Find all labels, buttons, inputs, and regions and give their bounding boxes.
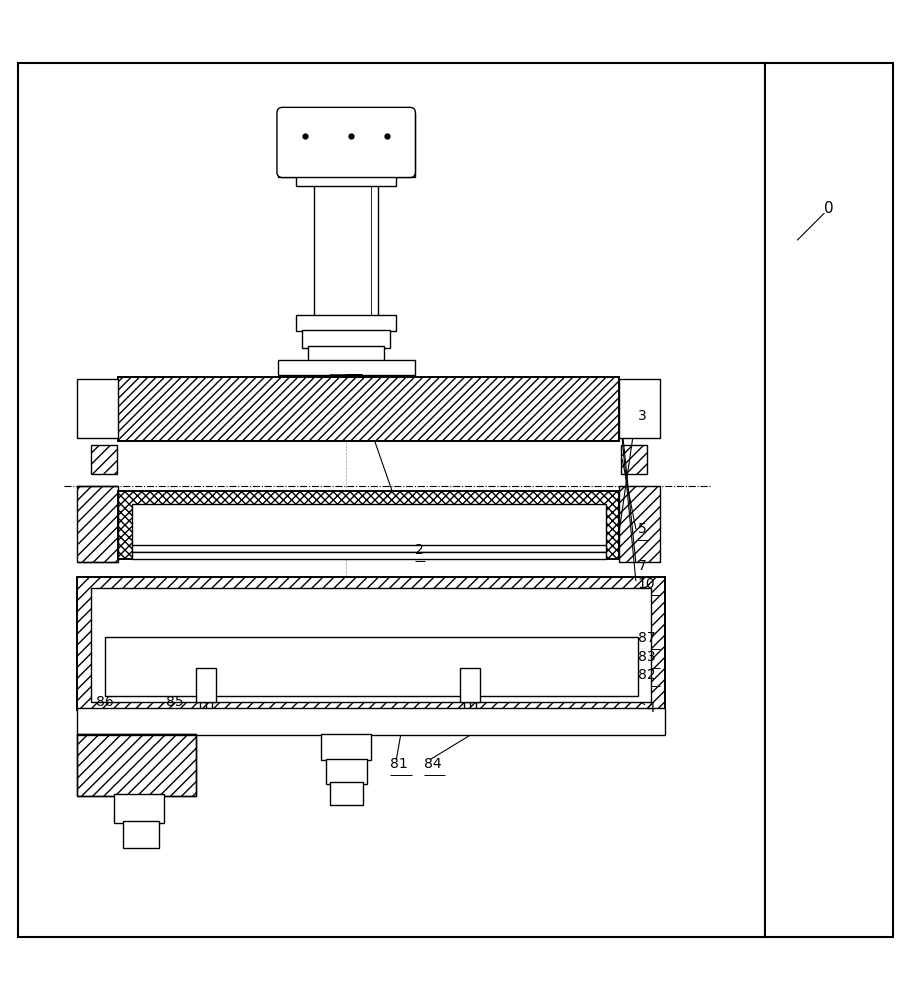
Text: 4: 4 <box>647 701 656 715</box>
Bar <box>460 668 480 702</box>
Bar <box>296 172 396 186</box>
Bar <box>330 782 363 805</box>
Bar <box>132 552 606 559</box>
Bar <box>77 577 665 710</box>
Bar <box>118 377 619 441</box>
Bar <box>91 588 651 702</box>
FancyBboxPatch shape <box>277 107 415 178</box>
Text: 0: 0 <box>824 201 834 216</box>
Bar <box>302 330 390 348</box>
Bar <box>765 63 893 937</box>
Text: 86: 86 <box>96 695 113 709</box>
Bar <box>77 734 196 796</box>
Bar <box>326 759 367 784</box>
Bar <box>132 504 606 547</box>
Bar <box>91 445 117 474</box>
Bar <box>278 113 415 177</box>
Text: 5: 5 <box>638 522 647 536</box>
Bar <box>308 346 384 362</box>
Bar <box>77 379 118 438</box>
Text: 85: 85 <box>166 695 183 709</box>
Text: 3: 3 <box>638 409 647 423</box>
Bar <box>77 577 665 710</box>
Bar <box>321 734 371 760</box>
Bar <box>296 315 396 331</box>
Bar <box>18 63 765 937</box>
Text: 84: 84 <box>424 757 441 771</box>
Bar <box>123 821 159 848</box>
Bar <box>619 379 660 438</box>
Bar <box>118 377 619 441</box>
Bar <box>196 668 216 702</box>
Text: 10: 10 <box>638 577 655 591</box>
Bar <box>278 360 415 375</box>
Bar <box>621 445 647 474</box>
Bar <box>118 491 619 559</box>
Bar <box>132 545 606 552</box>
Bar <box>619 486 660 562</box>
Text: 82: 82 <box>638 668 655 682</box>
Text: 7: 7 <box>638 559 647 573</box>
Bar <box>322 186 371 327</box>
Bar <box>77 708 665 735</box>
Bar <box>118 491 619 559</box>
Bar <box>114 794 164 823</box>
Bar <box>105 637 638 696</box>
Text: 87: 87 <box>638 631 655 645</box>
Text: 83: 83 <box>638 650 655 664</box>
Text: 81: 81 <box>390 757 407 771</box>
Bar <box>77 734 196 796</box>
Text: 2: 2 <box>415 543 424 557</box>
Bar <box>77 486 118 562</box>
